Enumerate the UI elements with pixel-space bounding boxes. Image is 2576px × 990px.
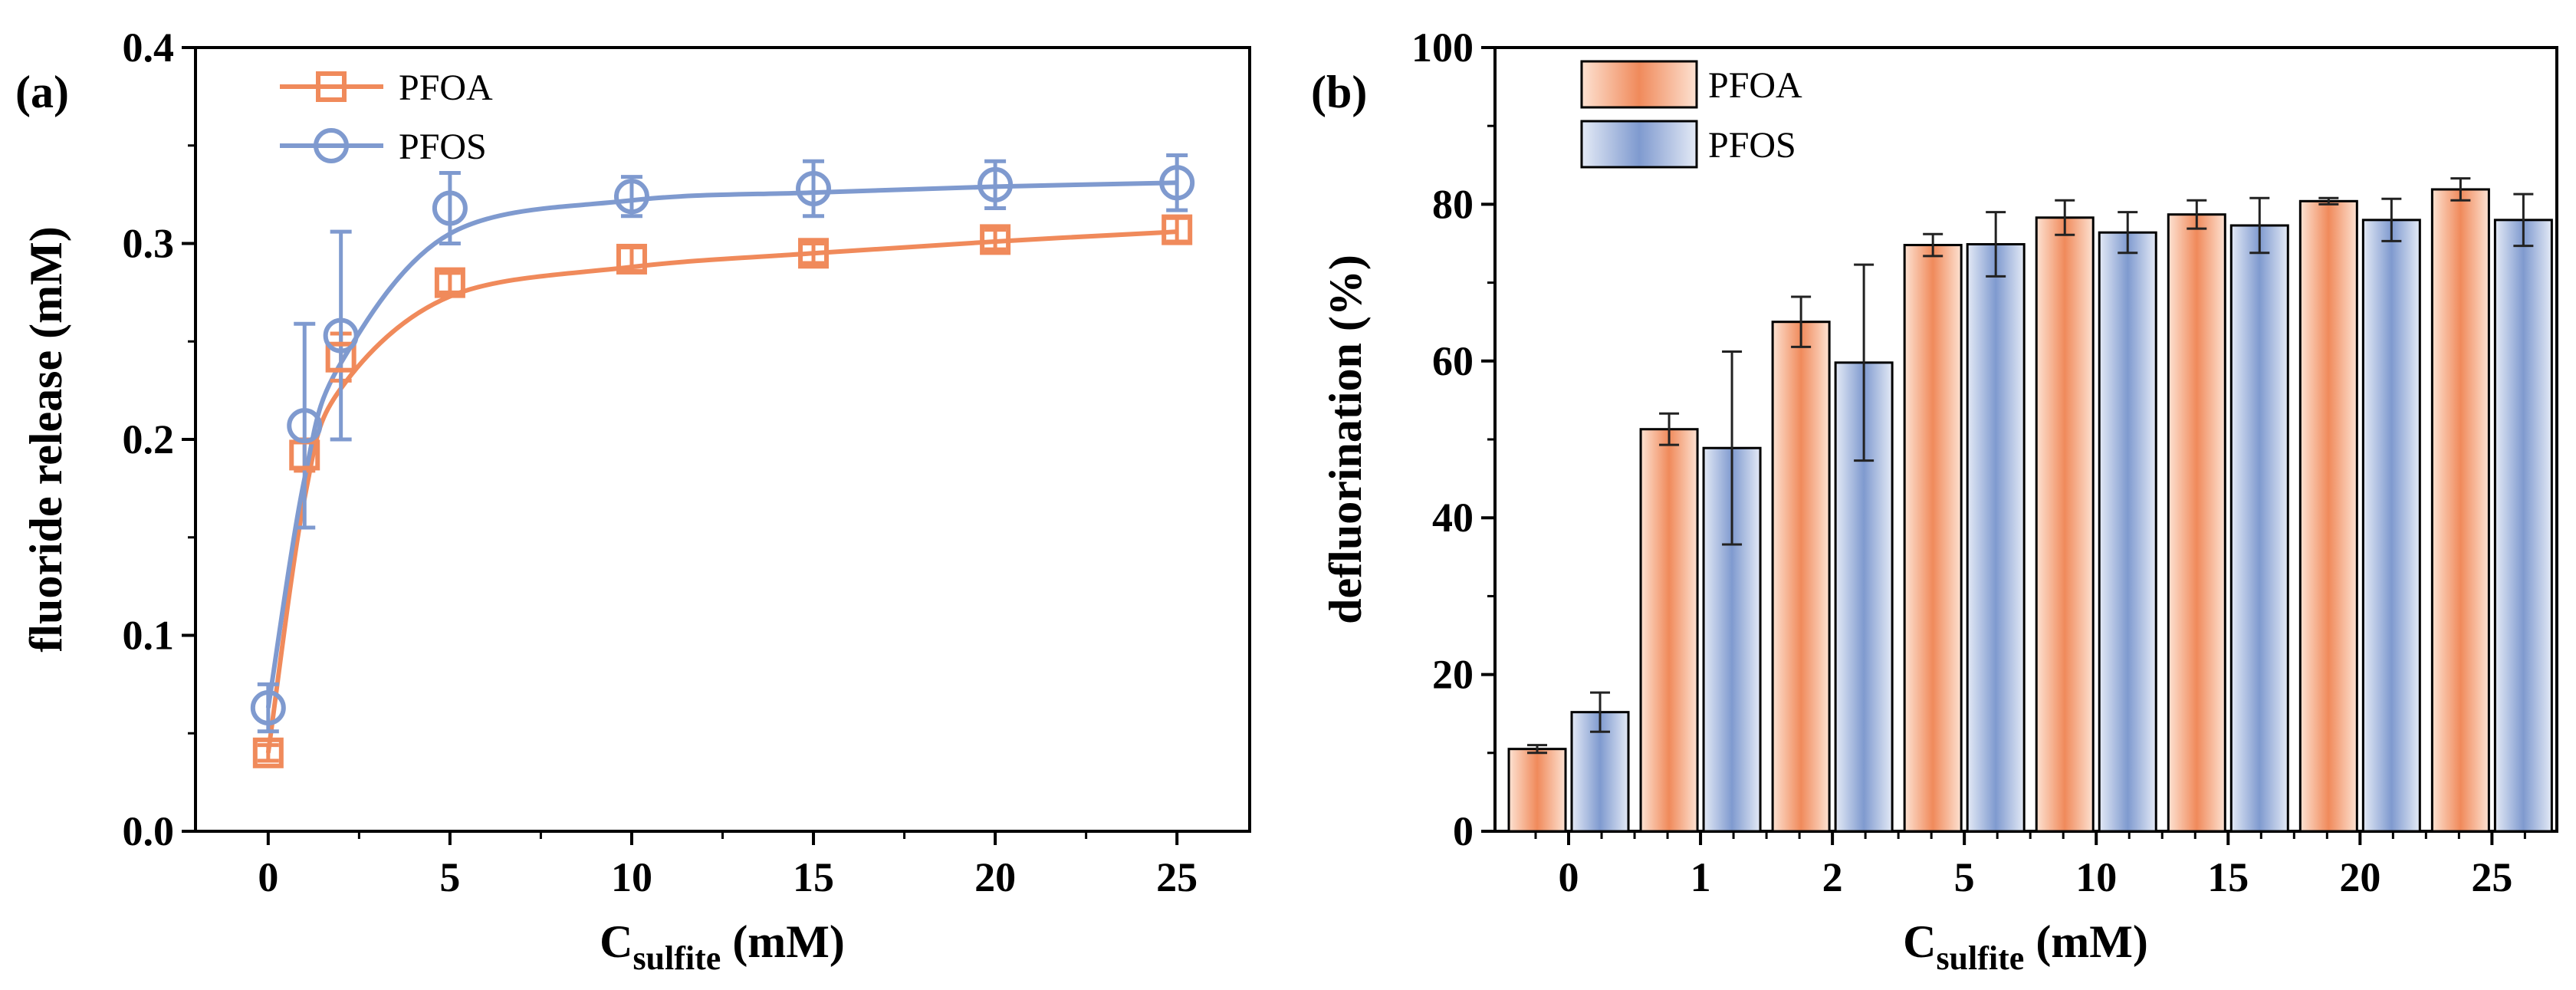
panel-a-pfos-fit-curve	[265, 180, 1178, 709]
panel-b-pfoa-bar	[2430, 188, 2490, 833]
panel-a-pfoa-point	[616, 243, 647, 275]
panel-a-pfoa-point	[1162, 214, 1193, 245]
panel-a-y-axis-title: fluoride release (mM)	[21, 226, 71, 652]
panel-b-pfoa-bar	[2298, 199, 2358, 833]
panel-a-y-tick-label: 0.2	[123, 416, 175, 462]
panel-b-pfos-bar	[2098, 231, 2157, 833]
panel-a-plot-area	[194, 46, 1251, 833]
panel-a-chart: (a) 0 5 10 15 20 25 0.0 0.1 0.2 0.3 0.4 fluoride r…	[15, 25, 1251, 977]
panel-a-x-axis-title: Csulfite (mM)	[600, 916, 845, 977]
panel-a-pfos-point	[1159, 165, 1195, 201]
panel-a-legend: PFOA PFOS	[280, 67, 493, 167]
panel-b-pfos-bar	[2493, 219, 2553, 833]
panel-a-x-tick-label: 10	[611, 854, 652, 900]
legend-pfoa-square-marker	[316, 71, 347, 102]
panel-b-y-tick-label: 80	[1432, 181, 1474, 227]
panel-a-pfoa-point	[252, 737, 284, 768]
panel-a-pfos-point	[287, 408, 323, 444]
panel-b-x-tick-label: 2	[1822, 854, 1843, 900]
panel-a-x-tick-label: 15	[793, 854, 834, 900]
panel-b-y-tick-label: 40	[1432, 495, 1474, 541]
panel-b-pfoa-bar	[2035, 216, 2095, 833]
panel-a-label: (a)	[15, 67, 69, 117]
panel-b-x-tick-label: 20	[2339, 854, 2380, 900]
panel-b-pfoa-bar	[1903, 244, 1963, 833]
panel-a-pfoa-point	[980, 224, 1011, 255]
panel-a-x-tick-label: 0	[258, 854, 278, 900]
panel-b-y-tick-label: 0	[1453, 808, 1474, 854]
panel-b-legend: PFOA PFOS	[1580, 60, 1802, 169]
panel-b-pfos-bar	[2361, 219, 2421, 833]
panel-a-pfos-point	[250, 690, 286, 726]
panel-a-pfos-point	[432, 190, 468, 226]
panel-b-legend-pfos-label: PFOS	[1708, 125, 1796, 166]
panel-b-x-tick-label: 0	[1559, 854, 1579, 900]
panel-b-pfoa-bar	[1771, 321, 1831, 833]
panel-b-pfoa-bar	[1507, 748, 1567, 833]
panel-a-pfos-point	[613, 179, 649, 215]
panel-b-label: (b)	[1311, 67, 1367, 117]
panel-b-x-tick-label: 5	[1954, 854, 1975, 900]
panel-a-y-tick-label: 0.4	[123, 25, 175, 71]
panel-a-legend-pfos-label: PFOS	[399, 127, 487, 167]
panel-b-x-tick-label: 1	[1691, 854, 1711, 900]
legend-pfos-circle-marker	[314, 128, 349, 163]
panel-b-x-tick-label: 15	[2207, 854, 2249, 900]
panel-b-pfos-bar	[1702, 446, 1762, 833]
panel-a-y-tick-label: 0.0	[123, 808, 175, 854]
panel-b-y-axis-title: defluorination (%)	[1320, 255, 1371, 624]
panel-a-pfos-point	[796, 170, 832, 206]
panel-a-y-tick-label: 0.1	[123, 613, 175, 659]
panel-a-y-tick-label: 0.3	[123, 221, 175, 267]
legend-pfos-swatch	[1580, 120, 1698, 169]
panel-a-x-tick-label: 25	[1156, 854, 1198, 900]
panel-a-pfoa-fit-curve	[265, 229, 1178, 754]
panel-b-legend-pfoa-label: PFOA	[1708, 65, 1802, 106]
panel-b-x-tick-label: 25	[2471, 854, 2512, 900]
legend-pfoa-swatch	[1580, 60, 1698, 109]
panel-b-y-tick-label: 100	[1411, 25, 1474, 71]
panel-b-pfos-bar	[1966, 243, 2026, 833]
panel-a-pfoa-point	[325, 341, 356, 373]
panel-b-pfoa-bar	[2167, 213, 2226, 833]
panel-b-x-axis-title: Csulfite (mM)	[1903, 916, 2148, 977]
panel-a-x-tick-label: 5	[439, 854, 460, 900]
panel-a-pfoa-point	[434, 267, 465, 298]
panel-b-y-tick-label: 20	[1432, 652, 1474, 698]
panel-a-x-tick-label: 20	[974, 854, 1016, 900]
panel-b-x-tick-label: 10	[2075, 854, 2117, 900]
panel-b-pfos-bar	[2229, 224, 2289, 833]
panel-a-pfos-point	[978, 166, 1014, 202]
panel-a-legend-pfoa-label: PFOA	[399, 67, 493, 108]
panel-b-y-tick-label: 60	[1432, 338, 1474, 384]
panel-b-pfoa-bar	[1639, 428, 1699, 833]
panel-a-pfoa-point	[798, 238, 830, 269]
panel-a-pfos-point	[323, 317, 359, 354]
